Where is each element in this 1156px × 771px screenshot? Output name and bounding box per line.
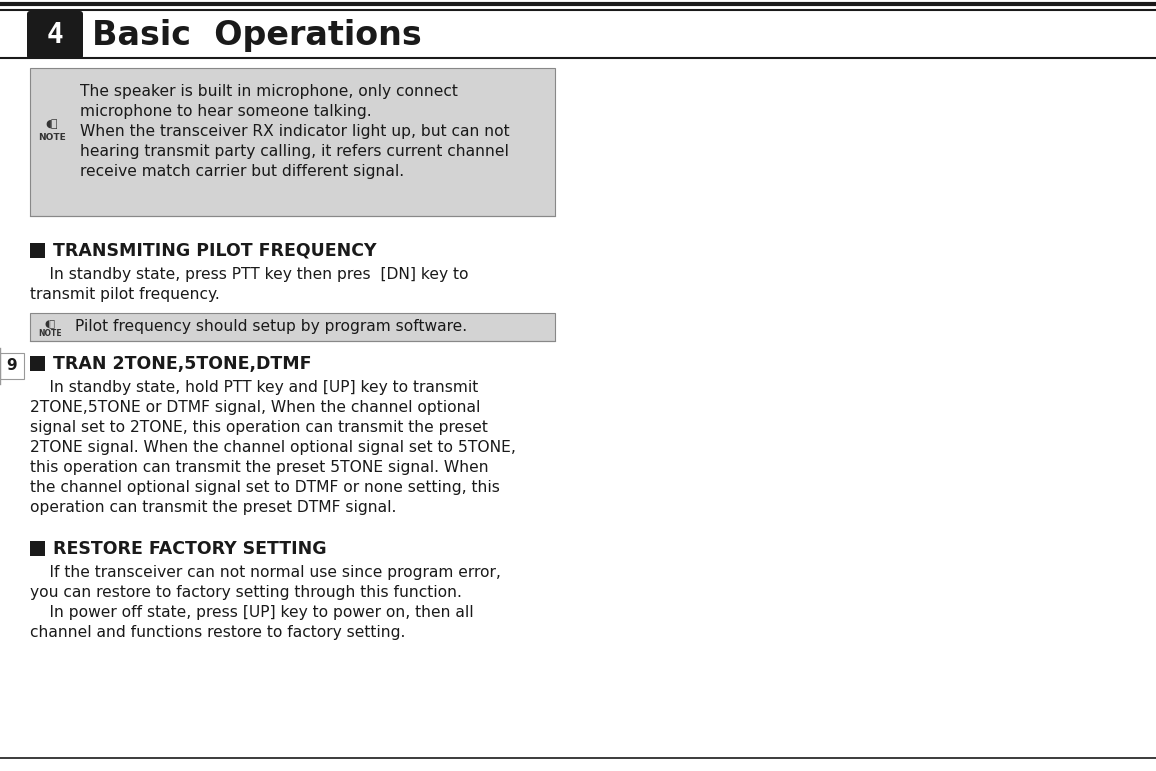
Text: Basic  Operations: Basic Operations (92, 19, 422, 52)
Text: ◖⧗: ◖⧗ (44, 318, 55, 328)
FancyBboxPatch shape (30, 356, 45, 371)
Text: RESTORE FACTORY SETTING: RESTORE FACTORY SETTING (53, 540, 327, 557)
Text: The speaker is built in microphone, only connect: The speaker is built in microphone, only… (80, 84, 458, 99)
Text: 4: 4 (46, 21, 64, 49)
Text: signal set to 2TONE, this operation can transmit the preset: signal set to 2TONE, this operation can … (30, 420, 488, 435)
Text: this operation can transmit the preset 5TONE signal. When: this operation can transmit the preset 5… (30, 460, 489, 475)
Text: If the transceiver can not normal use since program error,: If the transceiver can not normal use si… (30, 565, 501, 580)
Text: channel and functions restore to factory setting.: channel and functions restore to factory… (30, 625, 406, 640)
FancyBboxPatch shape (0, 353, 24, 379)
Text: microphone to hear someone talking.: microphone to hear someone talking. (80, 104, 371, 119)
Text: NOTE: NOTE (38, 328, 61, 338)
Text: the channel optional signal set to DTMF or none setting, this: the channel optional signal set to DTMF … (30, 480, 499, 495)
Text: receive match carrier but different signal.: receive match carrier but different sign… (80, 164, 405, 179)
FancyBboxPatch shape (30, 541, 45, 556)
Text: hearing transmit party calling, it refers current channel: hearing transmit party calling, it refer… (80, 144, 509, 159)
Text: ◖⧗: ◖⧗ (46, 119, 58, 129)
Text: 9: 9 (7, 359, 17, 373)
Text: In power off state, press [UP] key to power on, then all: In power off state, press [UP] key to po… (30, 605, 474, 620)
FancyBboxPatch shape (27, 11, 83, 59)
FancyBboxPatch shape (30, 68, 555, 216)
FancyBboxPatch shape (30, 313, 555, 341)
Text: In standby state, hold PTT key and [UP] key to transmit: In standby state, hold PTT key and [UP] … (30, 380, 479, 395)
Text: In standby state, press PTT key then pres  [DN] key to: In standby state, press PTT key then pre… (30, 267, 468, 282)
Text: Pilot frequency should setup by program software.: Pilot frequency should setup by program … (75, 319, 467, 335)
Text: transmit pilot frequency.: transmit pilot frequency. (30, 287, 220, 302)
FancyBboxPatch shape (30, 243, 45, 258)
Text: 2TONE,5TONE or DTMF signal, When the channel optional: 2TONE,5TONE or DTMF signal, When the cha… (30, 400, 481, 415)
Text: When the transceiver RX indicator light up, but can not: When the transceiver RX indicator light … (80, 124, 510, 139)
Text: TRAN 2TONE,5TONE,DTMF: TRAN 2TONE,5TONE,DTMF (53, 355, 311, 372)
Text: 2TONE signal. When the channel optional signal set to 5TONE,: 2TONE signal. When the channel optional … (30, 440, 516, 455)
Text: NOTE: NOTE (38, 133, 66, 143)
Text: operation can transmit the preset DTMF signal.: operation can transmit the preset DTMF s… (30, 500, 397, 515)
Text: you can restore to factory setting through this function.: you can restore to factory setting throu… (30, 585, 462, 600)
Text: TRANSMITING PILOT FREQUENCY: TRANSMITING PILOT FREQUENCY (53, 241, 377, 260)
